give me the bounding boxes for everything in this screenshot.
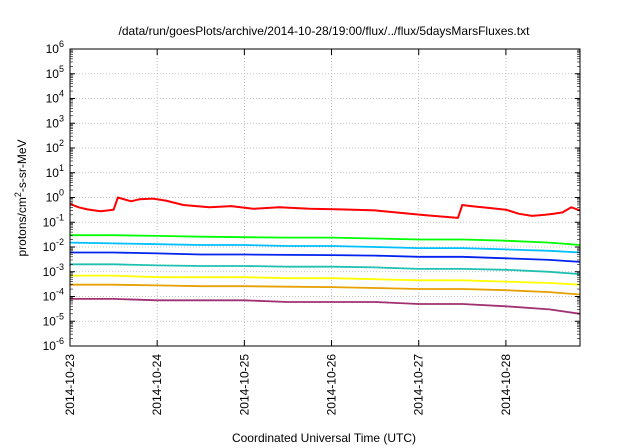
y-tick-label: 104 (46, 89, 64, 106)
series-line-3 (70, 251, 581, 263)
x-tick-label: 2014-10-26 (325, 354, 339, 416)
series-line-6 (70, 283, 581, 296)
y-tick-label: 102 (46, 138, 64, 155)
x-tick-label: 2014-10-24 (150, 354, 164, 416)
series-group (69, 196, 581, 315)
series-line-1 (70, 234, 581, 246)
y-tick-label: 10-2 (43, 237, 64, 254)
y-tick-label: 10-6 (43, 336, 64, 353)
y-tick-label: 10-1 (43, 212, 64, 229)
series-line-5 (70, 274, 581, 286)
x-tick-label: 2014-10-28 (499, 354, 513, 416)
x-tick-label: 2014-10-23 (63, 354, 77, 416)
y-tick-label: 10-4 (43, 287, 64, 304)
x-axis-ticks: 2014-10-23 2014-10-24 2014-10-25 2014-10-26… (63, 49, 513, 415)
y-tick-label: 105 (46, 64, 64, 81)
y-tick-label: 101 (46, 163, 64, 180)
series-line-0 (69, 196, 581, 219)
x-axis-label: Coordinated Universal Time (UTC) (232, 431, 416, 445)
y-tick-label: 103 (46, 113, 64, 130)
y-tick-label: 106 (46, 39, 64, 56)
x-tick-label: 2014-10-25 (237, 354, 251, 416)
y-tick-label: 100 (46, 188, 64, 205)
series-line-4 (70, 263, 581, 275)
series-line-7 (70, 297, 581, 315)
y-axis-label: protons/cm2-s-sr-MeV (13, 139, 29, 256)
chart-title: /data/run/goesPlots/archive/2014-10-28/1… (119, 24, 531, 38)
grid-lines (70, 49, 580, 346)
y-tick-label: 10-3 (43, 262, 64, 279)
series-line-2 (69, 241, 581, 254)
x-tick-label: 2014-10-27 (412, 354, 426, 416)
y-tick-label: 10-5 (43, 311, 64, 328)
